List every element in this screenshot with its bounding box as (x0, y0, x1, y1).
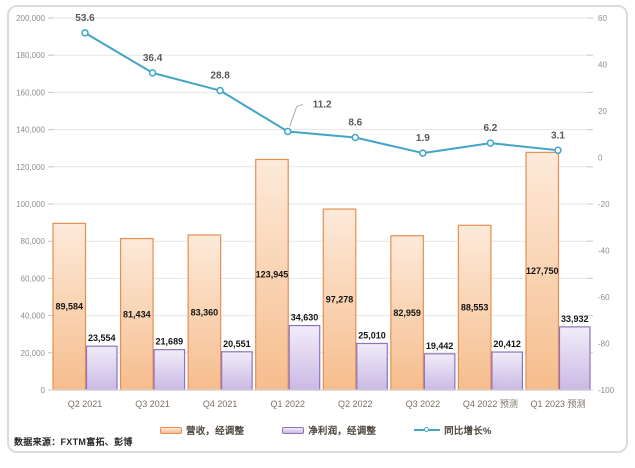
growth-line-point (216, 86, 224, 95)
growth-line-label: 8.6 (348, 118, 362, 129)
growth-line-marker-icon (424, 426, 430, 432)
revenue-bar-label: 83,360 (191, 307, 219, 317)
profit-bar (356, 342, 388, 391)
y-axis-right-label: 20 (598, 107, 607, 116)
y-axis-left-label: 180,000 (16, 51, 45, 60)
growth-line-swatch-icon (414, 426, 441, 432)
growth-line-label: 53.6 (75, 13, 95, 24)
legend-item-profit: 净利润，经调整 (282, 423, 376, 437)
y-axis-right-label: -60 (598, 293, 610, 302)
x-axis-category-label: Q1 2023 预测 (530, 399, 585, 409)
profit-bar-label: 25,010 (358, 330, 386, 340)
legend-item-revenue: 营收，经调整 (160, 423, 244, 437)
growth-line-point (351, 133, 360, 142)
revenue-bar-label: 81,434 (123, 309, 151, 319)
profit-bar (491, 351, 524, 391)
y-axis-right-label: -100 (598, 386, 615, 395)
y-axis-right-label: 0 (598, 154, 603, 163)
profit-bar-label: 20,551 (223, 339, 251, 349)
y-axis-right-label: -40 (598, 247, 610, 256)
profit-bar (288, 324, 321, 391)
revenue-bar-label: 123,945 (256, 270, 289, 280)
chart-legend: 营收，经调整 净利润，经调整 同比增长% (160, 423, 492, 437)
legend-label: 净利润，经调整 (308, 426, 377, 437)
growth-line-point (81, 29, 89, 37)
growth-line-point (148, 69, 157, 77)
y-axis-right-label: -80 (598, 340, 610, 349)
revenue-bar-label: 89,584 (55, 302, 83, 312)
growth-line-label: 11.2 (313, 99, 332, 110)
revenue-bar-label: 88,553 (461, 303, 489, 313)
y-axis-left-label: 60,000 (21, 274, 46, 283)
revenue-swatch-icon (160, 426, 182, 434)
revenue-bar-label: 82,959 (393, 308, 421, 318)
y-axis-left-label: 160,000 (16, 88, 45, 97)
revenue-bar (322, 208, 357, 391)
profit-bar (423, 353, 456, 391)
profit-bar-label: 33,932 (561, 314, 589, 324)
y-axis-left-label: 100,000 (16, 200, 45, 209)
growth-line-label: 28.8 (210, 71, 230, 82)
label-leader-line (289, 103, 303, 127)
growth-line-point (283, 127, 292, 136)
x-axis-category-label: Q3 2021 (135, 399, 170, 409)
y-axis-right-label: 60 (598, 14, 607, 23)
y-axis-left-label: 40,000 (21, 312, 46, 321)
y-axis-right-label: -20 (598, 200, 610, 209)
profit-bar (558, 326, 591, 391)
y-axis-left-label: 0 (41, 386, 46, 395)
profit-bar (85, 345, 118, 391)
profit-bar-label: 20,412 (493, 339, 521, 349)
source-note: 数据来源：FXTM富拓、彭博 (14, 437, 133, 447)
growth-line-label: 1.9 (416, 133, 430, 144)
revenue-bar (255, 158, 289, 391)
profit-bar-label: 23,554 (88, 333, 116, 343)
profit-bar-label: 21,689 (156, 337, 184, 347)
y-axis-right-label: 40 (598, 61, 607, 70)
profit-bar-label: 34,630 (291, 313, 319, 323)
x-axis-category-label: Q2 2021 (68, 399, 103, 409)
revenue-bar (52, 222, 87, 391)
legend-label: 同比增长% (444, 426, 492, 437)
x-axis-category-label: Q2 2022 (338, 399, 373, 409)
revenue-bar-label: 127,750 (526, 266, 559, 276)
growth-line-point (554, 146, 562, 155)
growth-line (84, 31, 559, 155)
y-axis-left-label: 140,000 (16, 126, 45, 135)
revenue-bar-label: 97,278 (326, 295, 354, 305)
profit-bar-label: 19,442 (426, 341, 454, 351)
y-axis-left-label: 120,000 (16, 163, 45, 172)
x-axis-category-label: Q1 2022 (270, 399, 305, 409)
growth-line-label: 6.2 (483, 123, 497, 134)
growth-line-label: 3.1 (551, 130, 565, 141)
profit-bar (221, 351, 253, 391)
x-axis-category-label: Q4 2021 (203, 399, 238, 409)
revenue-bar (187, 234, 222, 391)
y-axis-left-label: 80,000 (21, 237, 46, 246)
revenue-bar (390, 235, 424, 391)
x-axis-category-label: Q3 2022 (406, 399, 441, 409)
y-axis-left-label: 20,000 (21, 349, 46, 358)
revenue-bar (525, 151, 560, 391)
legend-item-growth: 同比增长% (414, 423, 491, 437)
growth-line-point (419, 149, 427, 157)
profit-swatch-icon (282, 426, 305, 434)
revenue-bar (457, 224, 492, 391)
growth-line-point (486, 139, 495, 147)
profit-bar (153, 349, 186, 391)
y-axis-left-label: 200,000 (16, 14, 45, 23)
x-axis-category-label: Q4 2022 预测 (463, 399, 518, 409)
growth-line-label: 36.4 (143, 53, 163, 64)
legend-label: 营收，经调整 (186, 426, 245, 437)
